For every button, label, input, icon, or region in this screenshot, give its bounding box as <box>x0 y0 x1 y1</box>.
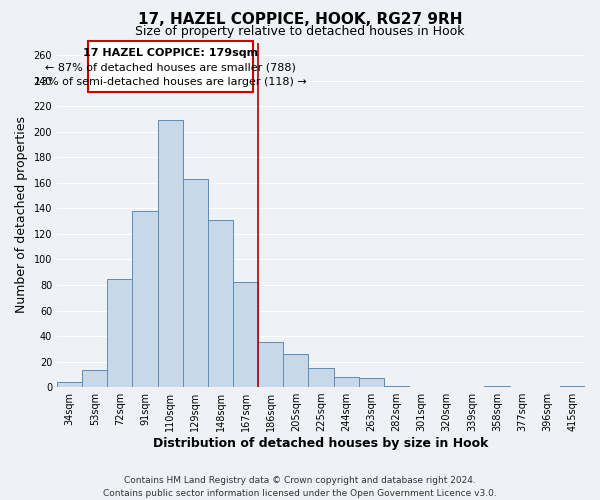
Bar <box>233 282 258 387</box>
Bar <box>283 354 308 387</box>
Bar <box>560 386 585 387</box>
Text: ← 87% of detached houses are smaller (788): ← 87% of detached houses are smaller (78… <box>45 63 296 73</box>
Bar <box>384 386 409 387</box>
Bar <box>133 211 158 387</box>
Bar <box>208 220 233 387</box>
Text: Size of property relative to detached houses in Hook: Size of property relative to detached ho… <box>135 25 465 38</box>
X-axis label: Distribution of detached houses by size in Hook: Distribution of detached houses by size … <box>154 437 489 450</box>
Bar <box>258 342 283 387</box>
Y-axis label: Number of detached properties: Number of detached properties <box>15 116 28 314</box>
Bar <box>484 386 509 387</box>
Text: Contains HM Land Registry data © Crown copyright and database right 2024.
Contai: Contains HM Land Registry data © Crown c… <box>103 476 497 498</box>
Bar <box>88 41 253 92</box>
Text: 17, HAZEL COPPICE, HOOK, RG27 9RH: 17, HAZEL COPPICE, HOOK, RG27 9RH <box>138 12 462 28</box>
Bar <box>158 120 183 387</box>
Bar <box>107 278 133 387</box>
Bar <box>57 382 82 387</box>
Bar <box>183 179 208 387</box>
Bar <box>82 370 107 387</box>
Text: 17 HAZEL COPPICE: 179sqm: 17 HAZEL COPPICE: 179sqm <box>83 48 258 58</box>
Bar <box>308 368 334 387</box>
Text: 13% of semi-detached houses are larger (118) →: 13% of semi-detached houses are larger (… <box>34 77 307 87</box>
Bar <box>334 377 359 387</box>
Bar <box>359 378 384 387</box>
